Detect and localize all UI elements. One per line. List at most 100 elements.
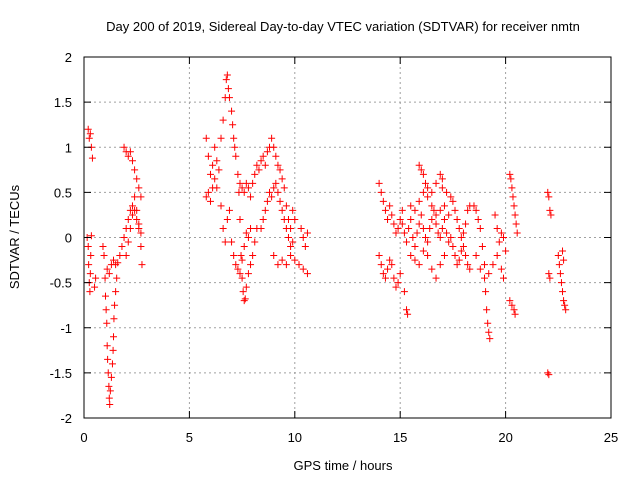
data-point [424, 252, 432, 260]
plot-frame [83, 56, 612, 419]
data-point [478, 243, 486, 251]
data-point [211, 143, 219, 151]
data-point [415, 197, 423, 205]
data-point [126, 224, 134, 232]
data-point [236, 215, 244, 223]
data-point [432, 220, 440, 228]
data-point [110, 315, 118, 323]
data-point [512, 220, 520, 228]
data-point [85, 134, 93, 142]
data-point [225, 206, 233, 214]
data-point [424, 238, 432, 246]
data-point [99, 243, 107, 251]
data-point [419, 224, 427, 232]
data-point [508, 184, 516, 192]
data-point [544, 188, 552, 196]
data-point [556, 270, 564, 278]
data-point [249, 179, 257, 187]
data-point [240, 243, 248, 251]
data-point [202, 193, 210, 201]
data-point [379, 197, 387, 205]
data-point [232, 261, 240, 269]
data-point [137, 193, 145, 201]
data-point [440, 252, 448, 260]
data-point [236, 270, 244, 278]
data-point [375, 252, 383, 260]
data-point [209, 161, 217, 169]
data-point [274, 188, 282, 196]
data-point [204, 152, 212, 160]
data-point [253, 161, 261, 169]
data-point [91, 283, 99, 291]
data-point [377, 188, 385, 196]
data-point [411, 206, 419, 214]
data-point [104, 369, 112, 377]
data-point [434, 229, 442, 237]
data-point [133, 215, 141, 223]
data-point [411, 256, 419, 264]
data-point [509, 193, 517, 201]
data-point [232, 152, 240, 160]
data-point [384, 265, 392, 273]
data-point [483, 306, 491, 314]
data-point [481, 261, 489, 269]
data-point [213, 184, 221, 192]
data-point [297, 224, 305, 232]
data-point [559, 247, 567, 255]
data-point [270, 184, 278, 192]
y-tick-label: -1 [60, 321, 72, 336]
data-point [217, 202, 225, 210]
data-point [287, 243, 295, 251]
data-point [436, 234, 444, 241]
data-point [379, 270, 387, 278]
data-point [219, 116, 227, 124]
data-point [221, 238, 229, 246]
data-point [230, 134, 238, 142]
data-point [303, 229, 311, 237]
data-point [453, 215, 461, 223]
data-point [131, 166, 139, 174]
data-point [291, 215, 299, 223]
data-point [432, 179, 440, 187]
data-point [485, 270, 493, 278]
data-point [438, 184, 446, 192]
data-point [291, 256, 299, 264]
data-point [217, 134, 225, 142]
data-point [403, 238, 411, 246]
data-point [419, 188, 427, 196]
data-point [545, 193, 553, 201]
data-point [202, 134, 210, 142]
data-point [457, 234, 465, 241]
data-point [390, 220, 398, 228]
data-point [231, 143, 239, 151]
data-point [394, 224, 402, 232]
data-point [105, 382, 113, 390]
data-point [484, 319, 492, 327]
data-point [287, 224, 295, 232]
data-point [120, 143, 128, 151]
y-axis-ticks: -2 -1.5 -1 -0.5 0 0.5 1 1.5 2 [50, 50, 611, 426]
data-point [388, 261, 396, 269]
data-point [481, 274, 489, 282]
data-point [234, 265, 242, 273]
data-point [491, 211, 499, 219]
data-point [462, 220, 470, 228]
data-point [242, 283, 250, 291]
data-point [555, 261, 563, 269]
data-point [493, 224, 501, 232]
data-point [206, 197, 214, 205]
data-point [234, 170, 242, 178]
data-point [545, 371, 553, 379]
y-tick-label: 0.5 [54, 185, 72, 200]
data-point [388, 211, 396, 219]
data-point [499, 274, 507, 282]
data-point [440, 215, 448, 223]
data-point [457, 247, 465, 255]
data-point [244, 234, 252, 241]
data-point [561, 301, 569, 309]
data-point [447, 193, 455, 201]
data-point [228, 107, 236, 115]
data-point [259, 215, 267, 223]
data-point [449, 197, 457, 205]
